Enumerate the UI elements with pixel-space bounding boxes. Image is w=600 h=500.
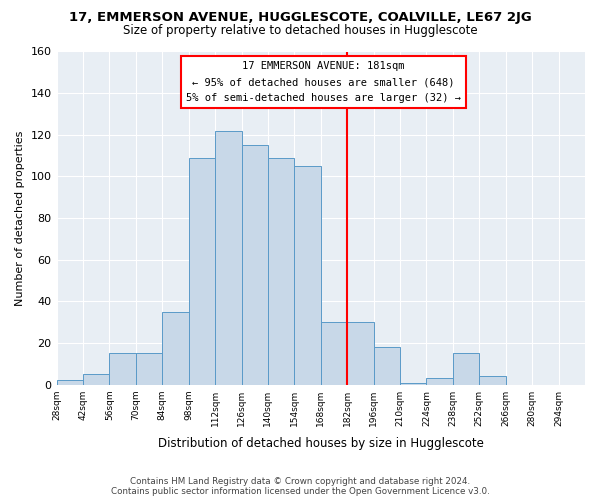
Bar [374, 347, 400, 385]
Bar [109, 354, 136, 384]
Bar [162, 312, 188, 384]
Text: 17 EMMERSON AVENUE: 181sqm
← 95% of detached houses are smaller (648)
5% of semi: 17 EMMERSON AVENUE: 181sqm ← 95% of deta… [186, 62, 461, 102]
Bar [136, 354, 162, 384]
Bar [427, 378, 453, 384]
Y-axis label: Number of detached properties: Number of detached properties [15, 130, 25, 306]
Bar [347, 322, 374, 384]
Bar [268, 158, 295, 384]
Bar [453, 354, 479, 384]
Bar [400, 382, 427, 384]
Bar [479, 376, 506, 384]
Bar [321, 322, 347, 384]
Bar [188, 158, 215, 384]
Bar [242, 145, 268, 384]
Bar [56, 380, 83, 384]
Bar [215, 130, 242, 384]
Text: 17, EMMERSON AVENUE, HUGGLESCOTE, COALVILLE, LE67 2JG: 17, EMMERSON AVENUE, HUGGLESCOTE, COALVI… [68, 11, 532, 24]
X-axis label: Distribution of detached houses by size in Hugglescote: Distribution of detached houses by size … [158, 437, 484, 450]
Text: Contains HM Land Registry data © Crown copyright and database right 2024.
Contai: Contains HM Land Registry data © Crown c… [110, 476, 490, 496]
Bar [295, 166, 321, 384]
Bar [83, 374, 109, 384]
Text: Size of property relative to detached houses in Hugglescote: Size of property relative to detached ho… [122, 24, 478, 37]
